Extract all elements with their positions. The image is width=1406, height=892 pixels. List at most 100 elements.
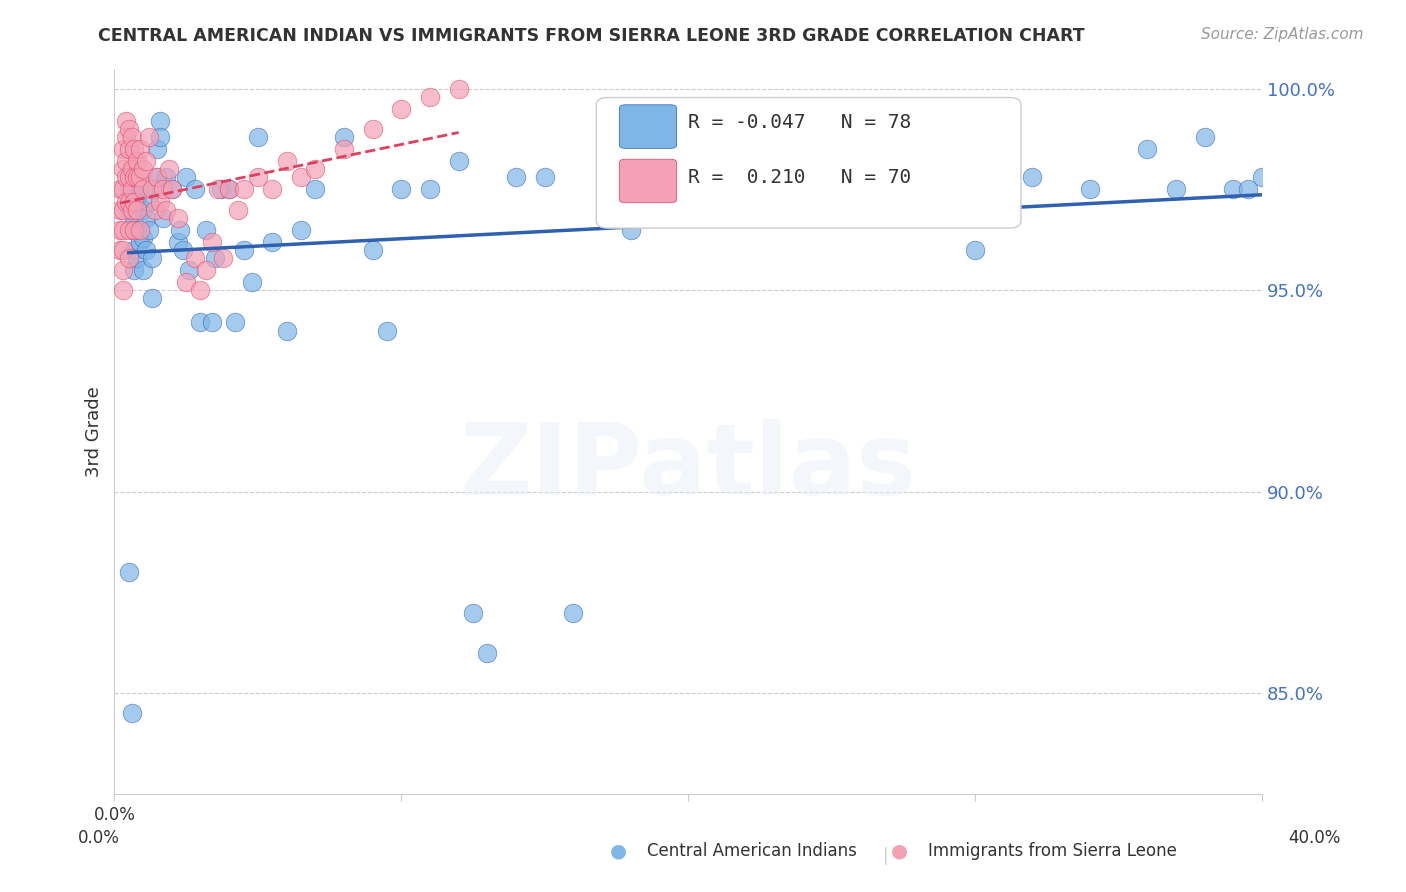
Point — [461, 606, 484, 620]
Point — [184, 182, 207, 196]
Point — [111, 182, 134, 196]
Point — [115, 170, 138, 185]
Point — [121, 223, 143, 237]
Point — [849, 182, 872, 196]
Point — [149, 194, 172, 209]
Point — [734, 182, 756, 196]
Point — [276, 154, 298, 169]
Point — [127, 170, 149, 185]
Point — [121, 182, 143, 196]
Point — [226, 202, 249, 217]
Point — [361, 243, 384, 257]
Point — [447, 81, 470, 95]
Text: CENTRAL AMERICAN INDIAN VS IMMIGRANTS FROM SIERRA LEONE 3RD GRADE CORRELATION CH: CENTRAL AMERICAN INDIAN VS IMMIGRANTS FR… — [98, 27, 1085, 45]
Point — [132, 263, 155, 277]
Point — [132, 182, 155, 196]
Point — [132, 162, 155, 177]
Point — [135, 211, 157, 225]
Point — [118, 122, 141, 136]
Point — [138, 194, 160, 209]
Point — [127, 251, 149, 265]
Point — [132, 231, 155, 245]
Point — [149, 114, 172, 128]
Text: Source: ZipAtlas.com: Source: ZipAtlas.com — [1201, 27, 1364, 42]
Point — [124, 142, 146, 156]
Point — [118, 223, 141, 237]
Point — [135, 154, 157, 169]
Point — [127, 194, 149, 209]
Point — [115, 130, 138, 145]
Point — [1021, 170, 1043, 185]
Point — [419, 182, 441, 196]
Point — [111, 243, 134, 257]
Point — [562, 606, 585, 620]
Point — [166, 211, 188, 225]
Point — [477, 646, 499, 660]
Point — [129, 142, 152, 156]
Point — [963, 243, 986, 257]
Point — [201, 235, 224, 249]
Point — [157, 162, 180, 177]
Point — [155, 170, 177, 185]
Point — [141, 251, 163, 265]
Point — [212, 251, 235, 265]
Point — [118, 182, 141, 196]
Text: Immigrants from Sierra Leone: Immigrants from Sierra Leone — [928, 842, 1177, 860]
Text: ZIPatlas: ZIPatlas — [460, 419, 917, 516]
Point — [218, 182, 240, 196]
Point — [146, 170, 169, 185]
Text: 0.0%: 0.0% — [93, 806, 135, 824]
Text: 40.0%: 40.0% — [1288, 829, 1341, 847]
Point — [201, 315, 224, 329]
Point — [190, 283, 212, 297]
Point — [533, 170, 555, 185]
Point — [174, 275, 197, 289]
Point — [160, 182, 183, 196]
Point — [146, 142, 169, 156]
Point — [124, 211, 146, 225]
Text: Central American Indians: Central American Indians — [647, 842, 856, 860]
Point — [262, 182, 284, 196]
Point — [115, 194, 138, 209]
Text: ●: ● — [891, 841, 908, 860]
Point — [160, 182, 183, 196]
Point — [290, 223, 312, 237]
Point — [121, 162, 143, 177]
Point — [1164, 182, 1187, 196]
Point — [127, 223, 149, 237]
Point — [246, 130, 269, 145]
Point — [111, 283, 134, 297]
Point — [1251, 170, 1274, 185]
Text: R =  0.210   N = 70: R = 0.210 N = 70 — [688, 168, 911, 186]
Point — [124, 194, 146, 209]
Point — [132, 202, 155, 217]
Point — [1236, 182, 1258, 196]
Point — [135, 243, 157, 257]
Point — [204, 251, 226, 265]
Point — [118, 202, 141, 217]
Point — [118, 142, 141, 156]
Point — [505, 170, 527, 185]
Point — [124, 223, 146, 237]
Point — [262, 235, 284, 249]
Point — [108, 243, 131, 257]
Point — [375, 324, 398, 338]
Point — [129, 182, 152, 196]
Point — [389, 102, 412, 116]
Point — [111, 162, 134, 177]
Point — [118, 566, 141, 580]
Point — [138, 223, 160, 237]
Point — [361, 122, 384, 136]
Point — [333, 142, 356, 156]
Point — [121, 706, 143, 721]
Point — [276, 324, 298, 338]
Point — [166, 235, 188, 249]
Point — [124, 243, 146, 257]
Point — [190, 315, 212, 329]
Point — [389, 182, 412, 196]
Point — [207, 182, 229, 196]
Point — [152, 211, 174, 225]
Point — [304, 182, 326, 196]
Point — [127, 154, 149, 169]
Point — [149, 130, 172, 145]
